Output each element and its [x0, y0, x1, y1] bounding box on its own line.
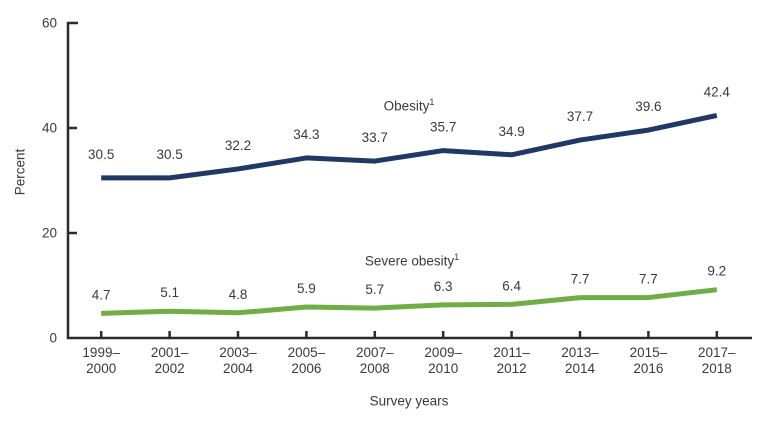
series-label-obesity-footnote-marker: 1 [429, 97, 435, 107]
series-line-severe-obesity [101, 287, 718, 316]
y-tick-label: 60 [42, 16, 57, 31]
x-tick-label-line1: 1999– [82, 345, 120, 360]
data-label: 32.2 [225, 138, 251, 153]
x-tick-label-line1: 2009– [424, 345, 462, 360]
data-label: 34.3 [293, 127, 319, 142]
x-tick-label-line2: 2012 [497, 361, 527, 376]
data-label: 34.9 [498, 124, 524, 139]
data-label: 4.8 [229, 287, 248, 302]
data-label: 30.5 [156, 147, 182, 162]
data-label: 33.7 [362, 130, 388, 145]
data-label: 7.7 [571, 272, 590, 287]
x-tick-label-line1: 2015– [630, 345, 668, 360]
data-label: 39.6 [635, 99, 661, 114]
data-label: 9.2 [707, 264, 726, 279]
x-tick-label-line1: 2017– [698, 345, 736, 360]
x-tick-label-line1: 2003– [219, 345, 257, 360]
data-label: 37.7 [567, 109, 593, 124]
x-tick-label-line2: 2002 [155, 361, 185, 376]
data-label: 30.5 [88, 147, 114, 162]
data-label: 5.1 [160, 285, 179, 300]
data-label: 4.7 [92, 287, 111, 302]
y-tick-label: 20 [42, 226, 57, 241]
x-tick-label-line2: 2014 [565, 361, 596, 376]
series-label-severe-obesity-text: Severe obesity [364, 253, 455, 269]
data-label: 42.4 [704, 84, 731, 99]
x-tick-label-line1: 2011– [493, 345, 530, 360]
series-label-obesity: Obesity1 [383, 97, 435, 114]
data-label: 5.7 [365, 282, 384, 297]
x-axis-title: Survey years [369, 393, 449, 409]
data-label: 6.3 [434, 279, 453, 294]
series-label-severe-obesity: Severe obesity1 [364, 252, 460, 269]
x-tick-label-line2: 2016 [633, 361, 663, 376]
data-label: 7.7 [639, 272, 658, 287]
x-tick-label-line2: 2008 [360, 361, 390, 376]
x-tick-label-line2: 2004 [223, 361, 254, 376]
x-tick-label-line2: 2006 [291, 361, 321, 376]
x-tick-label-line1: 2005– [288, 345, 326, 360]
x-tick-label-line1: 2013– [561, 345, 599, 360]
x-tick-label-line2: 2018 [702, 361, 732, 376]
x-tick-label-line2: 2000 [86, 361, 116, 376]
x-tick-label-line1: 2007– [356, 345, 394, 360]
data-label: 5.9 [297, 281, 316, 296]
x-tick-label-line2: 2010 [428, 361, 458, 376]
series-label-severe-obesity-footnote-marker: 1 [454, 252, 460, 262]
y-tick-label: 40 [42, 121, 57, 136]
data-label: 6.4 [502, 278, 521, 293]
y-axis-title: Percent [12, 148, 28, 196]
y-tick-label: 0 [49, 331, 57, 346]
series-line-obesity [101, 112, 718, 181]
x-tick-label-line1: 2001– [151, 345, 189, 360]
axes [66, 21, 752, 340]
series-label-obesity-text: Obesity [383, 98, 430, 114]
data-label: 35.7 [430, 120, 456, 135]
